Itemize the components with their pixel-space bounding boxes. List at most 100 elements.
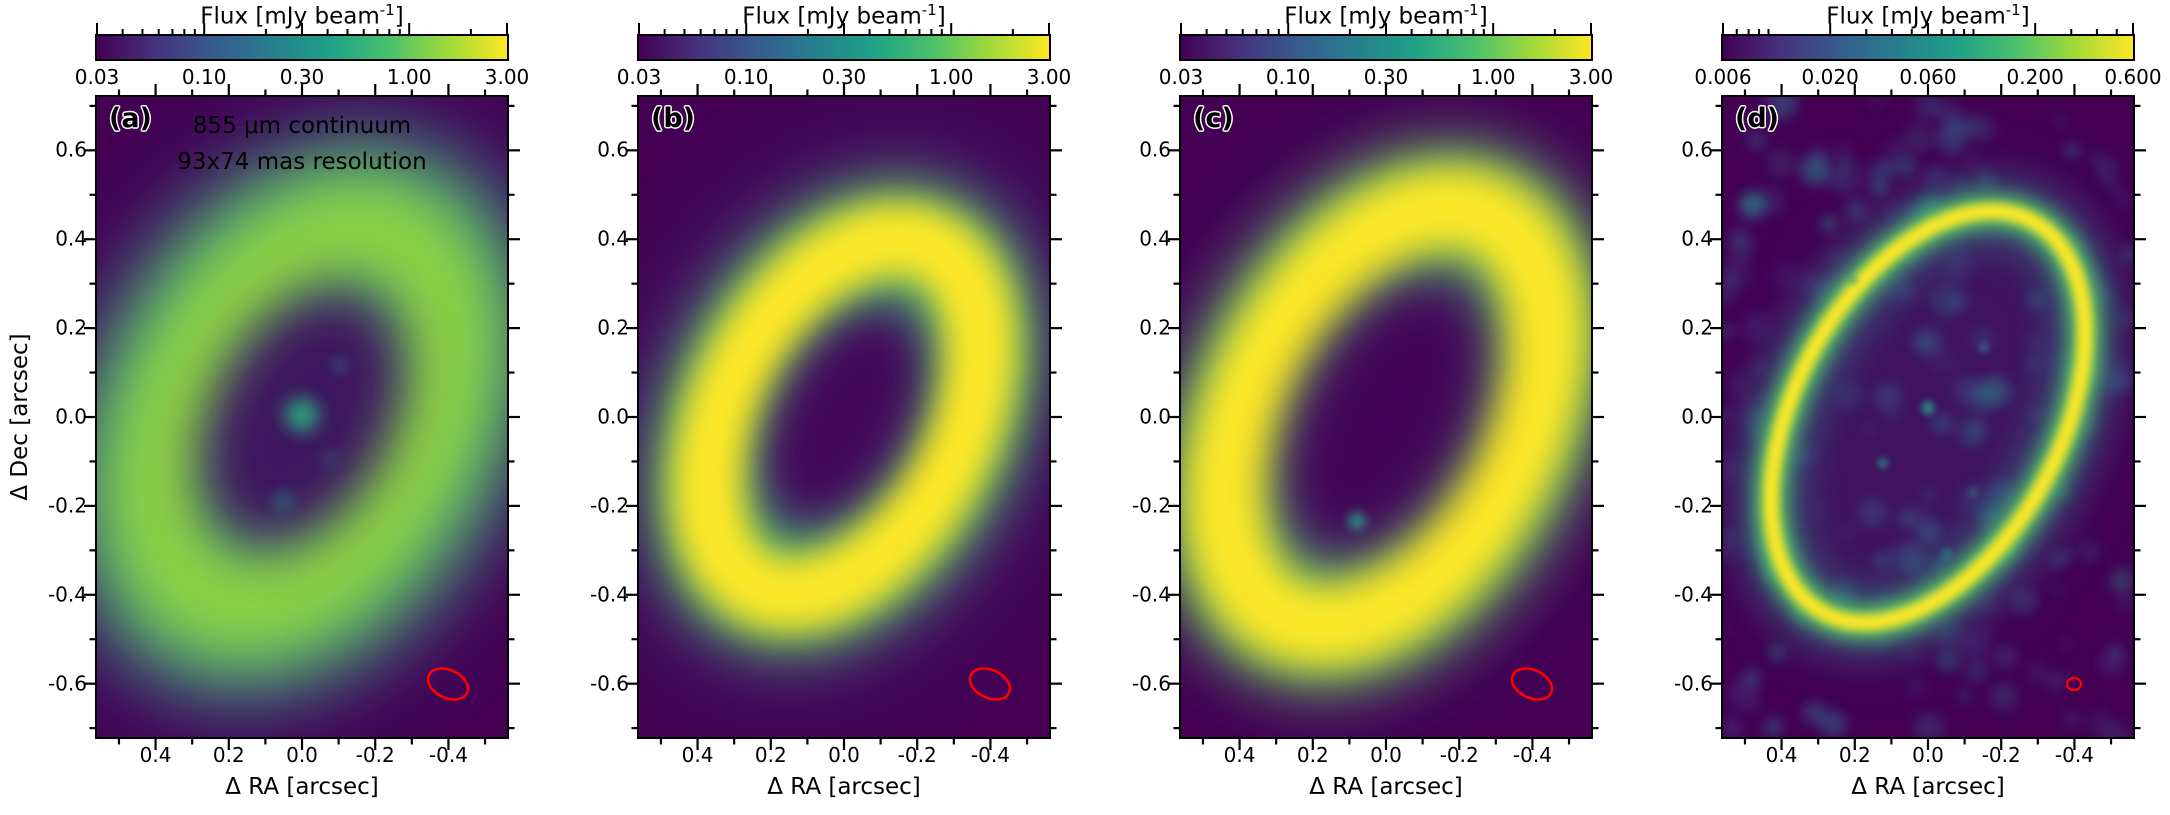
y-tick-label: 0.2 [55,315,87,340]
colorbar-tick-label: 0.03 [616,65,662,89]
colorbar-tick-marks [638,23,1050,34]
x-tick-label: -0.4 [970,743,1010,767]
heatmap-image [639,97,1049,737]
y-tick-label: 0.2 [1139,315,1171,340]
panel-b: Flux [mJy beam-1] 0.03 0.10 0.30 1.00 3.… [542,0,1084,815]
y-tick-label: -0.2 [589,493,629,518]
colorbar-tick-label: 0.10 [1265,65,1311,89]
x-axis-title: Δ RA [arcsec] [767,774,921,800]
colorbar-tick-label: 0.020 [1801,65,1859,89]
x-tick-label: -0.2 [1981,743,2021,767]
colorbar-tick-label: 0.600 [2104,65,2162,89]
panel-label: (c) [1193,103,1234,134]
colorbar-title: Flux [mJy beam-1] [1721,1,2135,30]
y-tick-label: 0.2 [1681,315,1713,340]
colorbar-tick-label: 0.03 [74,65,120,89]
y-tick-label: 0.0 [1139,404,1171,429]
colorbar-tick-label: 0.30 [279,65,325,89]
x-tick-label: 0.2 [212,743,245,767]
x-tick-label: 0.2 [1296,743,1329,767]
disk-map-a: (a) 855 μm continuum 93x74 mas resolutio… [95,95,509,739]
colorbar-tick-label: 0.03 [1158,65,1204,89]
y-tick-label: 0.4 [597,226,629,251]
x-tick-label: 0.0 [1912,743,1944,767]
disk-map-d: (d) [1721,95,2135,739]
colorbar-title-exponent: -1 [379,1,395,19]
colorbar-title-exponent: -1 [2005,1,2021,19]
x-axis-title: Δ RA [arcsec] [1851,774,2005,800]
y-tick-label: 0.4 [55,226,87,251]
colorbar-gradient [637,34,1051,61]
x-axis-title: Δ RA [arcsec] [225,774,379,800]
x-tick-label: 0.4 [139,743,172,767]
colorbar-title-text: Flux [mJy beam [1284,3,1464,30]
colorbar-tick-marks [96,23,508,34]
colorbar-title-text: Flux [mJy beam [1826,3,2006,30]
y-tick-label: -0.6 [1673,671,1713,696]
y-tick-label: 0.4 [1681,226,1713,251]
x-tick-label: 0.2 [1838,743,1871,767]
y-tick-label: 0.6 [55,137,87,162]
colorbar-tick-label: 0.30 [821,65,867,89]
panel-c: Flux [mJy beam-1] 0.03 0.10 0.30 1.00 3.… [1084,0,1626,815]
y-tick-label: -0.2 [1131,493,1171,518]
y-tick-label: 0.6 [597,137,629,162]
colorbar-title-exponent: -1 [921,1,937,19]
x-tick-label: -0.4 [1512,743,1552,767]
colorbar-tick-label: 1.00 [1470,65,1516,89]
colorbar-title-suffix: ] [2020,3,2030,30]
panel-label: (b) [651,103,696,134]
annotation-line-2: 93x74 mas resolution [177,148,427,175]
x-tick-label: 0.0 [286,743,318,767]
colorbar-tick-label: 0.30 [1363,65,1409,89]
colorbar-gradient [1721,34,2135,61]
y-tick-label: 0.0 [1681,404,1713,429]
colorbar-title-text: Flux [mJy beam [742,3,922,30]
colorbar-tick-marks [1722,23,2134,34]
colorbar-title: Flux [mJy beam-1] [1179,1,1593,30]
y-tick-label: -0.2 [47,493,87,518]
x-tick-label: -0.2 [355,743,395,767]
y-tick-label: 0.2 [597,315,629,340]
y-tick-label: -0.4 [1131,582,1171,607]
heatmap-image [1723,97,2133,737]
x-tick-label: -0.4 [2054,743,2094,767]
y-tick-label: 0.0 [597,404,629,429]
y-tick-label: 0.4 [1139,226,1171,251]
x-tick-label: -0.2 [897,743,937,767]
colorbar-title-suffix: ] [936,3,946,30]
x-tick-label: -0.4 [428,743,468,767]
x-axis-title: Δ RA [arcsec] [1309,774,1463,800]
colorbar-tick-label: 1.00 [386,65,432,89]
colorbar-title-exponent: -1 [1463,1,1479,19]
colorbar-tick-label: 0.060 [1899,65,1957,89]
y-axis-title: Δ Dec [arcsec] [7,333,33,501]
panel-label: (a) [109,103,152,134]
y-tick-label: -0.6 [47,671,87,696]
colorbar-title-suffix: ] [1478,3,1488,30]
colorbar-title-text: Flux [mJy beam [200,3,380,30]
x-tick-label: 0.0 [1370,743,1402,767]
x-tick-label: 0.4 [1223,743,1256,767]
colorbar-tick-label: 1.00 [928,65,974,89]
x-tick-label: -0.2 [1439,743,1479,767]
colorbar-tick-label: 3.00 [1568,65,1614,89]
y-tick-label: -0.6 [1131,671,1171,696]
colorbar-tick-label: 0.10 [181,65,227,89]
y-tick-label: 0.0 [55,404,87,429]
panel-d: Flux [mJy beam-1] 0.006 0.020 0.060 0.20… [1626,0,2168,815]
y-tick-label: -0.4 [1673,582,1713,607]
colorbar-title-suffix: ] [394,3,404,30]
colorbar-title: Flux [mJy beam-1] [637,1,1051,30]
colorbar-tick-label: 0.200 [2006,65,2064,89]
y-tick-label: 0.6 [1139,137,1171,162]
colorbar-title: Flux [mJy beam-1] [95,1,509,30]
colorbar-gradient [1179,34,1593,61]
colorbar-tick-marks [1180,23,1592,34]
disk-map-c: (c) [1179,95,1593,739]
colorbar-gradient [95,34,509,61]
annotation: 855 μm continuum 93x74 mas resolution [97,109,507,180]
x-tick-label: 0.4 [681,743,714,767]
x-tick-label: 0.0 [828,743,860,767]
